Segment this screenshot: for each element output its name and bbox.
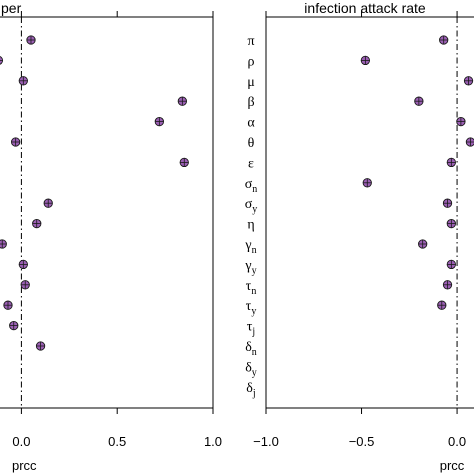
- parameter-label: σn: [245, 177, 258, 195]
- parameter-label: η: [247, 218, 254, 233]
- data-point: [32, 218, 42, 229]
- data-point: [179, 157, 189, 168]
- data-point: [360, 55, 371, 66]
- x-axis-label: prcc: [440, 458, 465, 473]
- parameter-label: γy: [244, 258, 256, 276]
- x-tick-label: 1.0: [204, 434, 222, 449]
- x-tick-label: −1.0: [253, 434, 279, 449]
- data-point: [456, 116, 466, 127]
- data-point: [465, 137, 474, 147]
- data-point: [439, 35, 449, 45]
- parameter-label: α: [247, 116, 255, 131]
- parameter-label: π: [247, 34, 254, 49]
- data-point: [446, 157, 456, 168]
- data-point: [11, 137, 21, 147]
- data-point: [35, 341, 46, 351]
- data-point: [437, 300, 447, 310]
- data-point: [446, 259, 456, 270]
- data-point: [442, 198, 453, 208]
- x-tick-label: −0.5: [349, 434, 375, 449]
- data-point: [9, 320, 19, 331]
- left-panel: per 0.0 0.5 1.0 prcc: [0, 0, 222, 473]
- panel-title: per: [1, 0, 22, 16]
- data-point: [0, 56, 4, 65]
- data-point: [463, 76, 474, 86]
- parameter-label: δn: [245, 340, 257, 358]
- parameter-label: τy: [246, 299, 257, 317]
- data-point: [3, 300, 13, 310]
- data-point: [442, 280, 453, 290]
- data-point: [446, 218, 456, 229]
- x-axis-label: prcc: [12, 458, 37, 473]
- data-point: [154, 116, 165, 127]
- parameter-label: ρ: [248, 54, 255, 69]
- parameter-label: τn: [246, 279, 257, 297]
- parameter-label: ε: [248, 156, 254, 171]
- parameter-label: δy: [245, 360, 257, 378]
- data-point: [18, 259, 28, 270]
- right-panel: infection attack rate −1.0 −0.5 0.0 prcc: [253, 0, 474, 473]
- data-point: [18, 76, 28, 86]
- parameter-label: δj: [246, 381, 255, 399]
- parameter-label: μ: [247, 75, 255, 90]
- data-point: [414, 96, 424, 106]
- data-point: [177, 96, 187, 106]
- data-point: [362, 178, 372, 188]
- parameter-label: θ: [248, 136, 255, 151]
- data-point: [20, 280, 30, 290]
- data-point: [0, 239, 7, 249]
- x-tick-label: 0.0: [448, 434, 466, 449]
- parameter-label: τj: [247, 320, 255, 338]
- panel-frame: [0, 16, 214, 409]
- data-point: [418, 239, 428, 249]
- parameter-label: γn: [244, 238, 256, 256]
- panel-title: infection attack rate: [304, 0, 426, 16]
- x-tick-label: 0.0: [12, 434, 30, 449]
- data-point: [43, 198, 53, 208]
- parameter-label: β: [247, 95, 254, 110]
- data-point: [26, 35, 36, 45]
- x-tick-label: 0.5: [108, 434, 126, 449]
- parameter-label: σy: [245, 197, 258, 215]
- panel-frame: [265, 16, 474, 409]
